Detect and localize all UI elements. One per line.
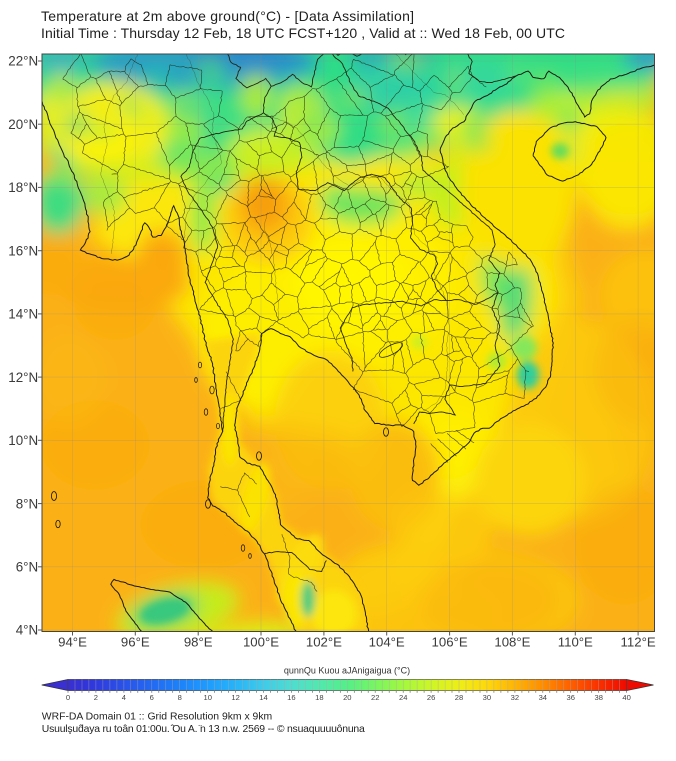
svg-text:Initial Time : Thursday 12 Feb: Initial Time : Thursday 12 Feb, 18 UTC F… (41, 25, 565, 41)
svg-text:20: 20 (343, 693, 351, 702)
svg-text:12: 12 (231, 693, 239, 702)
svg-text:32: 32 (511, 693, 519, 702)
svg-text:2: 2 (94, 693, 98, 702)
svg-text:98°E: 98°E (184, 634, 213, 649)
svg-text:102°E: 102°E (306, 634, 342, 649)
svg-text:4: 4 (122, 693, 126, 702)
svg-text:10: 10 (203, 693, 211, 702)
svg-text:22: 22 (371, 693, 379, 702)
svg-text:112°E: 112°E (621, 634, 656, 649)
svg-text:6: 6 (150, 693, 154, 702)
svg-text:104°E: 104°E (369, 634, 405, 649)
svg-text:0: 0 (66, 693, 70, 702)
svg-text:16°N: 16°N (8, 243, 38, 258)
svg-text:20°N: 20°N (8, 117, 38, 132)
svg-text:qunnQu Kuou aJAnigaigua (°C): qunnQu Kuou aJAnigaigua (°C) (284, 666, 410, 676)
svg-text:24: 24 (399, 693, 407, 702)
svg-text:8: 8 (178, 693, 182, 702)
svg-text:16: 16 (287, 693, 295, 702)
svg-text:4°N: 4°N (16, 623, 38, 638)
svg-text:14: 14 (259, 693, 267, 702)
svg-text:26: 26 (427, 693, 435, 702)
svg-text:6°N: 6°N (16, 560, 38, 575)
svg-text:40: 40 (622, 693, 630, 702)
svg-text:Usuulşud̂aya ru toân 01:00u.: Usuulşud̂aya ru toân 01:00u. ̂Ou A. ̈n… (42, 723, 365, 735)
svg-text:108°E: 108°E (494, 634, 530, 649)
svg-text:18°N: 18°N (8, 180, 38, 195)
svg-text:12°N: 12°N (8, 370, 38, 385)
svg-text:100°E: 100°E (243, 634, 279, 649)
svg-text:10°N: 10°N (8, 433, 38, 448)
svg-text:8°N: 8°N (16, 496, 38, 511)
svg-text:Temperature at 2m above ground: Temperature at 2m above ground(°C) - [Da… (41, 8, 414, 24)
svg-text:36: 36 (566, 693, 574, 702)
svg-text:30: 30 (483, 693, 491, 702)
svg-text:WRF-DA Domain 01 :: Grid Resol: WRF-DA Domain 01 :: Grid Resolution 9km … (42, 712, 272, 723)
svg-text:14°N: 14°N (8, 307, 38, 322)
svg-text:22°N: 22°N (8, 54, 38, 69)
svg-text:34: 34 (539, 693, 547, 702)
svg-text:94°E: 94°E (58, 634, 87, 649)
svg-text:18: 18 (315, 693, 323, 702)
svg-text:28: 28 (455, 693, 463, 702)
svg-text:106°E: 106°E (432, 634, 468, 649)
svg-text:96°E: 96°E (121, 634, 150, 649)
svg-text:110°E: 110°E (558, 634, 593, 649)
svg-text:38: 38 (594, 693, 602, 702)
